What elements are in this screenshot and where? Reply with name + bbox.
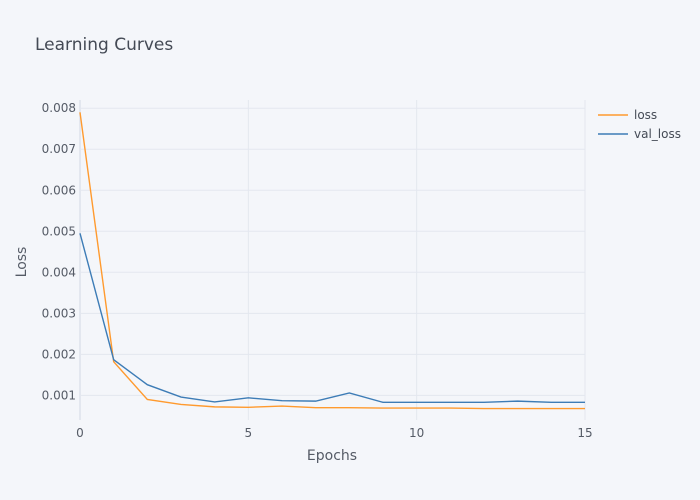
y-tick-label: 0.003 — [42, 306, 76, 320]
y-tick-label: 0.005 — [42, 224, 76, 238]
y-tick-label: 0.007 — [42, 142, 76, 156]
grid-layer — [79, 100, 586, 420]
tick-layer: 0.001 0.002 0.003 0.004 0.005 0.006 0.007 0.008… — [42, 101, 593, 440]
x-axis-label: Epochs — [307, 448, 357, 464]
x-tick-label: 0 — [76, 426, 84, 440]
series-line-loss[interactable] — [79, 112, 585, 410]
legend-item-val_loss[interactable]: val_loss — [598, 127, 681, 141]
y-tick-label: 0.002 — [42, 347, 76, 361]
y-tick-label: 0.001 — [42, 388, 76, 402]
legend-label: loss — [634, 108, 657, 122]
x-tick-label: 5 — [245, 426, 253, 440]
chart-title: Learning Curves — [35, 35, 173, 55]
series-line-val_loss[interactable] — [79, 233, 585, 404]
legend[interactable]: loss val_loss — [598, 108, 681, 141]
y-tick-label: 0.004 — [42, 265, 76, 279]
series-layer — [79, 112, 585, 410]
x-tick-label: 10 — [409, 426, 424, 440]
y-tick-label: 0.008 — [42, 101, 76, 115]
legend-item-loss[interactable]: loss — [598, 108, 657, 122]
x-tick-label: 15 — [577, 426, 592, 440]
y-tick-label: 0.006 — [42, 183, 76, 197]
legend-label: val_loss — [634, 127, 681, 141]
y-axis-label: Loss — [14, 247, 30, 278]
